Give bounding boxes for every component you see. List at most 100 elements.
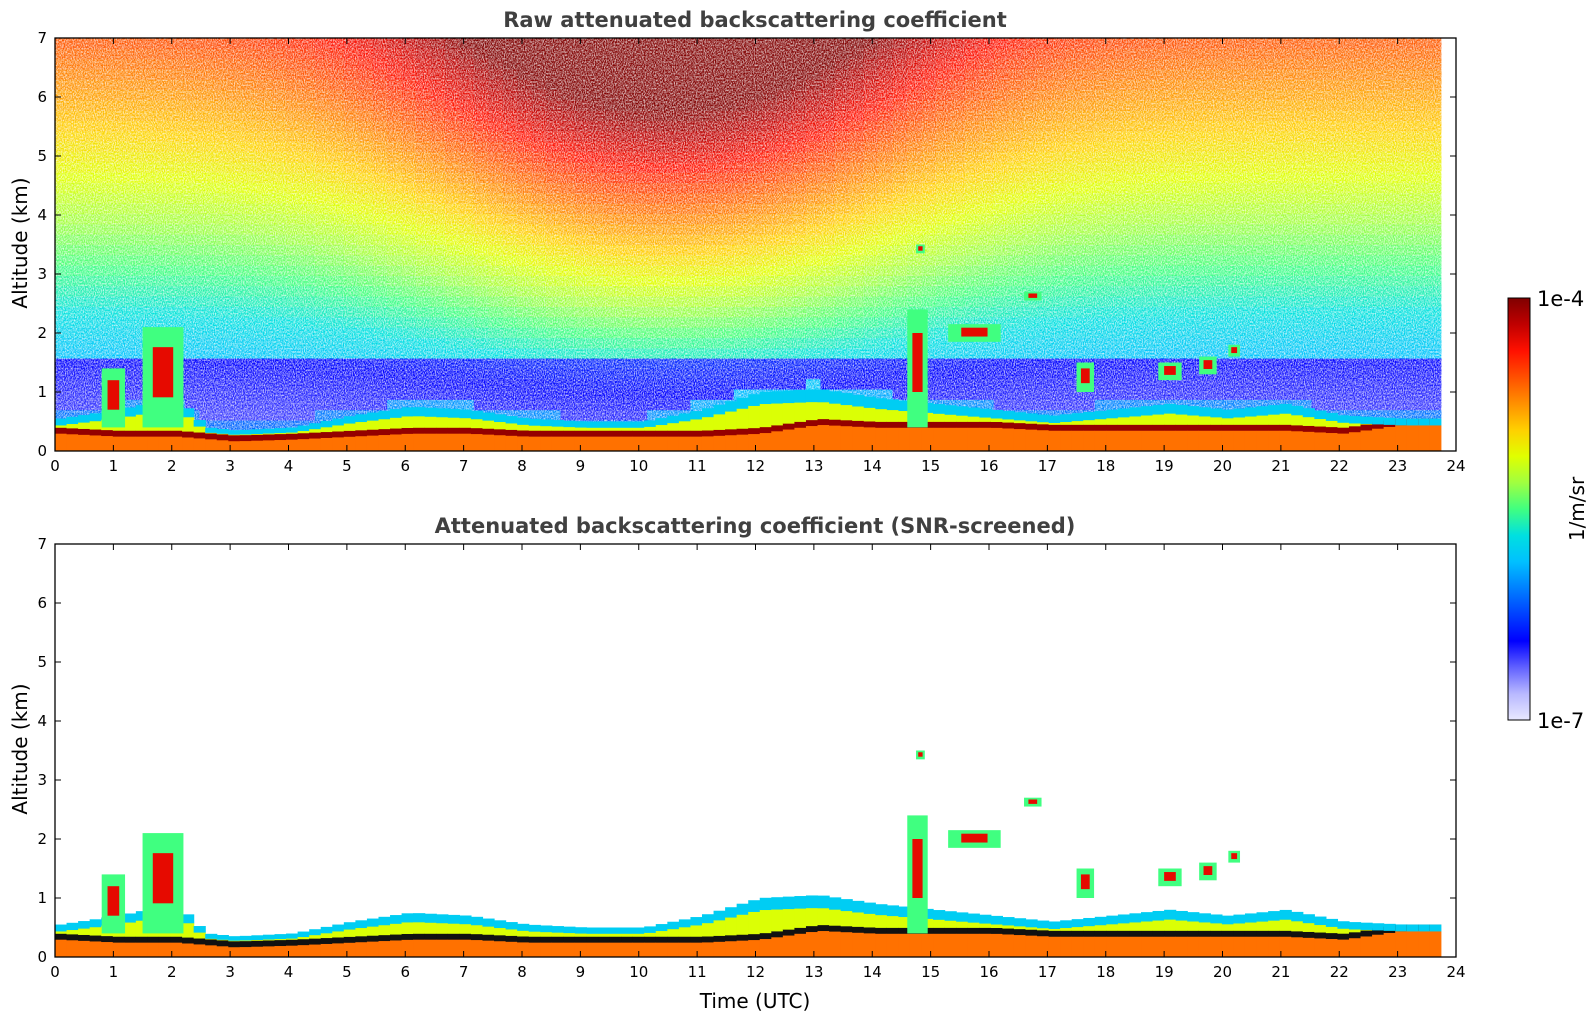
boundary-layer-cell xyxy=(262,428,276,434)
boundary-layer-cell xyxy=(725,907,738,918)
boundary-layer-cell xyxy=(1348,922,1362,930)
boundary-layer-cell xyxy=(424,939,437,957)
boundary-layer-cell xyxy=(193,926,206,933)
boundary-layer-cell xyxy=(1060,936,1073,957)
boundary-layer-cell xyxy=(678,936,692,943)
boundary-layer-cell xyxy=(309,423,322,430)
cloud-patches xyxy=(101,750,1241,934)
boundary-layer-cell xyxy=(794,927,807,934)
boundary-layer-cell xyxy=(286,933,299,939)
boundary-layer-cell xyxy=(1233,430,1246,451)
boundary-layer-cell xyxy=(251,429,264,435)
boundary-layer-cell xyxy=(135,936,149,943)
boundary-layer-cell xyxy=(378,410,391,420)
boundary-layer-cell xyxy=(355,414,368,423)
boundary-layer-cell xyxy=(1268,414,1281,425)
boundary-layer-cell xyxy=(1360,922,1373,930)
boundary-layer-cell xyxy=(574,942,588,957)
boundary-layer-cell xyxy=(1210,922,1223,931)
boundary-layer-cell xyxy=(1048,928,1061,931)
boundary-layer-cell xyxy=(112,936,125,943)
boundary-layer-cell xyxy=(1164,919,1177,931)
boundary-layer-cell xyxy=(78,422,91,429)
boundary-layer-cell xyxy=(979,927,992,934)
boundary-layer-cell xyxy=(309,938,322,945)
noise-overlay xyxy=(55,38,1456,451)
boundary-layer-cell xyxy=(89,935,102,942)
boundary-layer-cell xyxy=(78,934,91,941)
boundary-layer-cell xyxy=(55,425,68,428)
boundary-layer-cell xyxy=(158,430,172,437)
boundary-layer-cell xyxy=(251,939,264,941)
boundary-layer-cell xyxy=(1314,924,1327,933)
boundary-layer-cell xyxy=(990,421,1003,428)
boundary-layer-cell xyxy=(644,926,657,933)
boundary-layer-cell xyxy=(736,940,749,957)
boundary-layer-cell xyxy=(609,436,622,451)
boundary-layer-cell xyxy=(1013,412,1027,421)
boundary-layer-cell xyxy=(1187,912,1200,922)
boundary-layer-cell xyxy=(343,416,356,424)
boundary-layer-cell xyxy=(401,416,414,428)
boundary-layer-cell xyxy=(1291,936,1304,957)
boundary-layer-cell xyxy=(1337,433,1350,451)
boundary-layer-cell xyxy=(1360,416,1373,424)
boundary-layer-cell xyxy=(1279,413,1292,425)
boundary-layer-cell xyxy=(1360,423,1373,425)
boundary-layer-cell xyxy=(147,936,160,943)
boundary-layer-cell xyxy=(1325,926,1339,934)
boundary-layer-cell xyxy=(944,405,957,415)
boundary-layer-cell xyxy=(909,933,923,957)
boundary-layer-cell xyxy=(55,433,68,451)
x-tick-label: 9 xyxy=(576,963,586,981)
boundary-layer-cell xyxy=(1325,412,1339,421)
boundary-layer-cell xyxy=(701,914,715,924)
boundary-layer-cell xyxy=(598,927,611,934)
boundary-layer-cell xyxy=(852,926,865,933)
boundary-layer-cell xyxy=(898,410,911,422)
x-tick-label: 9 xyxy=(576,457,586,475)
y-tick-label: 1 xyxy=(37,383,47,401)
boundary-layer-cell xyxy=(1129,424,1142,431)
boundary-layer-cell xyxy=(494,421,507,430)
boundary-layer-cell xyxy=(1198,930,1211,937)
boundary-layer-cell xyxy=(1256,406,1269,416)
boundary-layer-cell xyxy=(517,930,530,937)
boundary-layer-cell xyxy=(436,933,449,940)
boundary-layer-cell xyxy=(366,918,380,927)
boundary-layer-cell xyxy=(852,394,865,407)
boundary-layer-cell xyxy=(378,924,391,936)
boundary-layer-cell xyxy=(1302,914,1315,924)
boundary-layer-cell xyxy=(459,923,472,934)
boundary-layer-cell xyxy=(401,407,414,417)
boundary-layer-cell xyxy=(182,922,195,938)
boundary-layer-cell xyxy=(574,427,588,431)
boundary-layer-cell xyxy=(1187,424,1200,431)
boundary-layer-cell xyxy=(1268,430,1281,451)
boundary-layer-cell xyxy=(424,933,437,940)
boundary-layer-cell xyxy=(1221,409,1235,419)
boundary-layer-cell xyxy=(898,927,911,934)
boundary-layer-cell xyxy=(424,433,437,451)
boundary-layer-cell xyxy=(1083,936,1096,957)
boundary-layer-cell xyxy=(967,416,980,422)
boundary-layer-cell xyxy=(759,932,772,940)
boundary-layer-cell xyxy=(759,391,772,405)
boundary-layer-cell xyxy=(482,918,495,927)
boundary-layer-cell xyxy=(875,398,888,410)
boundary-layer-cell xyxy=(239,440,253,451)
boundary-layer-cell xyxy=(89,941,102,957)
boundary-layer-cell xyxy=(1406,418,1419,426)
boundary-layer-cell xyxy=(1406,930,1419,957)
boundary-layer-cell xyxy=(1314,932,1327,939)
boundary-layer-cell xyxy=(1348,431,1362,451)
boundary-layer-cell xyxy=(863,932,876,957)
boundary-layer-cell xyxy=(736,428,749,435)
y-tick-label: 5 xyxy=(37,147,47,165)
boundary-layer-cell xyxy=(1372,422,1385,429)
boundary-layer-cell xyxy=(725,434,738,451)
boundary-layer-cell xyxy=(228,940,241,948)
boundary-layer-cell xyxy=(1348,423,1362,427)
boundary-layer-cell xyxy=(701,936,715,943)
boundary-layer-cell xyxy=(805,389,819,403)
